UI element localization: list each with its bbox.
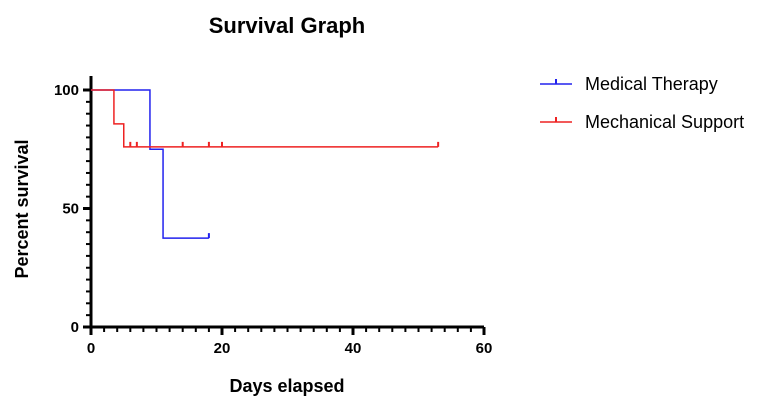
y-tick-label: 100 [54,82,79,99]
x-tick-label: 40 [345,340,362,357]
x-axis-label: Days elapsed [229,376,344,396]
y-tick-label: 0 [71,319,79,336]
legend-label: Medical Therapy [585,74,718,94]
x-tick-label: 60 [476,340,493,357]
y-tick-label: 50 [62,201,79,218]
survival-step-line [91,90,209,238]
series-layer [91,90,438,238]
legend-item: Mechanical Support [540,112,744,132]
axes: 0 50 100 0 20 40 60 [54,76,492,357]
series-medical-therapy [91,90,209,238]
legend-item: Medical Therapy [540,74,718,94]
chart-title: Survival Graph [209,13,366,38]
legend: Medical Therapy Mechanical Support [540,74,744,132]
x-tick-label: 0 [87,340,95,357]
series-mechanical-support [91,90,438,147]
survival-step-line [91,90,438,147]
legend-label: Mechanical Support [585,112,744,132]
y-axis-label: Percent survival [12,139,32,278]
x-tick-label: 20 [214,340,231,357]
